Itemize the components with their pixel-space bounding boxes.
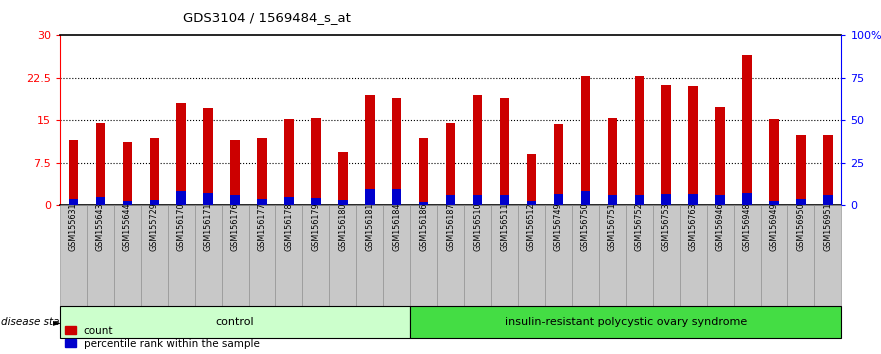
Bar [285,119,293,205]
Bar [688,86,698,205]
Bar [338,200,348,205]
Bar [581,76,590,205]
Text: GSM156750: GSM156750 [581,202,590,251]
Bar [365,95,374,205]
Text: GSM156179: GSM156179 [311,202,321,251]
Bar [69,199,78,205]
Bar [311,118,321,205]
Text: GSM156511: GSM156511 [500,202,509,251]
Text: GSM156510: GSM156510 [473,202,482,251]
Text: GSM155644: GSM155644 [122,202,132,251]
Bar [176,191,186,205]
Text: GSM156950: GSM156950 [796,202,805,251]
Bar [285,197,293,205]
Bar [176,103,186,205]
Bar [446,123,455,205]
Bar [715,195,725,205]
Text: GSM156187: GSM156187 [446,202,455,251]
Text: ►: ► [53,317,61,327]
Text: GSM156752: GSM156752 [634,202,644,251]
Bar [500,195,509,205]
Text: GSM155643: GSM155643 [96,202,105,251]
Bar [743,55,751,205]
Bar [338,152,348,205]
Text: GSM156949: GSM156949 [769,202,779,251]
Text: GSM156763: GSM156763 [689,202,698,251]
Text: GSM156178: GSM156178 [285,202,293,251]
Bar [608,118,617,205]
Bar [392,189,402,205]
Bar [473,195,482,205]
Bar [419,138,428,205]
Text: GSM156186: GSM156186 [419,202,428,251]
Bar [122,201,132,205]
Bar [500,98,509,205]
Bar [608,195,617,205]
Bar [230,195,240,205]
Bar [96,197,105,205]
Text: GSM156751: GSM156751 [608,202,617,251]
Bar [446,195,455,205]
Bar [204,193,213,205]
Bar [553,194,563,205]
Bar [257,199,267,205]
Text: GSM156512: GSM156512 [527,202,536,251]
Bar [796,199,805,205]
Text: GSM156184: GSM156184 [392,202,401,251]
Bar [688,194,698,205]
Bar [230,140,240,205]
Bar [769,201,779,205]
Bar [796,135,805,205]
Text: GSM156753: GSM156753 [662,202,670,251]
Bar [634,195,644,205]
Text: GSM156948: GSM156948 [743,202,751,251]
Bar [823,135,833,205]
Bar [581,191,590,205]
Text: GSM156181: GSM156181 [366,202,374,251]
Bar [823,195,833,205]
Bar [553,124,563,205]
Bar [769,119,779,205]
Bar [634,76,644,205]
Text: GSM156951: GSM156951 [824,202,833,251]
Bar [69,140,78,205]
Bar [204,108,213,205]
Bar [527,201,537,205]
Text: GDS3104 / 1569484_s_at: GDS3104 / 1569484_s_at [183,11,352,24]
Bar [311,198,321,205]
Text: GSM156170: GSM156170 [177,202,186,251]
Text: GSM155729: GSM155729 [150,202,159,251]
Bar [419,202,428,205]
Text: GSM156749: GSM156749 [554,202,563,251]
Bar [365,189,374,205]
Bar [473,95,482,205]
Text: GSM156177: GSM156177 [257,202,267,251]
Text: control: control [216,317,255,327]
Bar [257,138,267,205]
Text: disease state: disease state [1,317,70,327]
Bar [662,85,671,205]
Text: insulin-resistant polycystic ovary syndrome: insulin-resistant polycystic ovary syndr… [505,317,747,327]
Bar [96,123,105,205]
Bar [527,154,537,205]
Bar [715,107,725,205]
Text: GSM156946: GSM156946 [715,202,724,251]
Bar [662,194,671,205]
Bar [122,142,132,205]
Text: GSM156180: GSM156180 [338,202,347,251]
Legend: count, percentile rank within the sample: count, percentile rank within the sample [65,326,260,349]
Bar [743,193,751,205]
Bar [150,200,159,205]
Text: GSM156171: GSM156171 [204,202,212,251]
Bar [392,98,402,205]
Text: GSM155631: GSM155631 [69,202,78,251]
Text: GSM156176: GSM156176 [231,202,240,251]
Bar [150,138,159,205]
